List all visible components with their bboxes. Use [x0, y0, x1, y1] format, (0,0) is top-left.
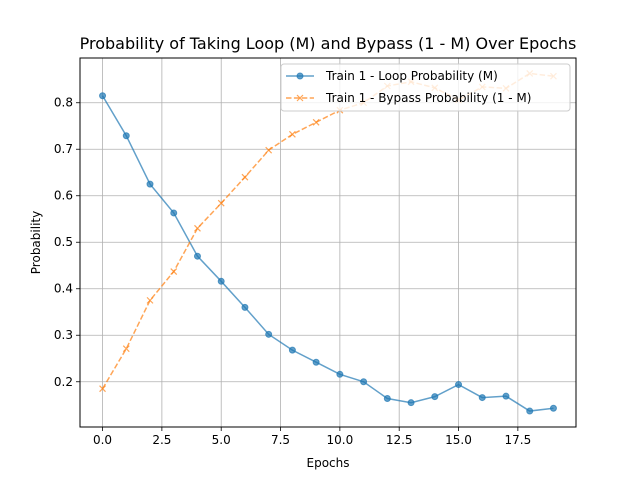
y-tick-label: 0.5: [54, 235, 73, 249]
data-point-loop: [336, 370, 344, 378]
data-point-bypass: [241, 173, 249, 181]
data-point-loop: [407, 399, 415, 407]
chart-title: Probability of Taking Loop (M) and Bypas…: [80, 34, 577, 53]
y-tick-label: 0.6: [54, 189, 73, 203]
data-point-bypass: [122, 345, 130, 353]
legend: Train 1 - Loop Probability (M) Train 1 -…: [280, 63, 571, 112]
data-point-loop: [383, 394, 391, 402]
data-point-loop: [217, 277, 225, 285]
data-point-bypass: [170, 268, 178, 275]
data-point-loop: [265, 330, 273, 338]
legend-label-loop: Train 1 - Loop Probability (M): [325, 69, 498, 83]
data-point-loop: [146, 180, 154, 188]
x-tick-label: 7.5: [271, 433, 290, 447]
x-tick-label: 12.5: [386, 433, 413, 447]
x-tick-label: 17.5: [504, 433, 531, 447]
data-point-loop: [99, 92, 107, 100]
data-point-loop: [502, 392, 510, 400]
data-point-loop: [478, 394, 486, 402]
series-line-bypass: [101, 72, 554, 390]
data-point-bypass: [217, 199, 225, 207]
data-point-loop: [431, 393, 439, 401]
data-point-bypass: [99, 385, 106, 393]
x-tick-label: 2.5: [152, 433, 171, 447]
data-point-loop: [193, 252, 201, 260]
data-point-loop: [526, 407, 534, 415]
data-point-loop: [241, 303, 249, 311]
data-point-loop: [170, 209, 178, 217]
series-line-loop: [101, 95, 554, 412]
series-bypass: [99, 70, 557, 393]
y-tick-label: 0.2: [54, 375, 73, 389]
x-tick-label: 10.0: [327, 433, 354, 447]
legend-marker-bypass: [296, 94, 304, 102]
data-point-loop: [360, 378, 368, 386]
data-point-bypass: [265, 146, 273, 154]
series-loop: [99, 92, 557, 415]
y-tick-label: 0.8: [54, 96, 73, 110]
y-axis-label: Probability: [29, 211, 43, 274]
legend-sample-loop: [286, 72, 314, 80]
x-tick-label: 0.0: [93, 433, 112, 447]
legend-marker-loop: [296, 72, 304, 80]
x-tick-label: 5.0: [212, 433, 231, 447]
data-point-loop: [455, 381, 463, 389]
y-tick-label: 0.4: [54, 282, 73, 296]
data-point-bypass: [288, 130, 296, 138]
data-point-loop: [312, 358, 320, 366]
legend-sample-bypass: [286, 94, 314, 102]
data-point-loop: [549, 404, 557, 412]
legend-label-bypass: Train 1 - Bypass Probability (1 - M): [325, 91, 531, 105]
data-point-bypass: [194, 224, 201, 232]
y-tick-label: 0.3: [54, 328, 73, 342]
x-tick-label: 15.0: [445, 433, 472, 447]
data-point-bypass: [312, 118, 320, 126]
grid: [80, 58, 576, 427]
x-axis-label: Epochs: [307, 456, 350, 470]
y-tick-label: 0.7: [54, 142, 73, 156]
data-point-loop: [122, 132, 130, 140]
ticks: 0.0 2.5 5.0 7.5 10.0 12.5 15.0 17.5 0.2 0.3 0.4 0.5…: [54, 96, 531, 447]
data-point-loop: [288, 346, 296, 354]
legend-box: [280, 63, 571, 112]
data-point-bypass: [146, 296, 154, 304]
